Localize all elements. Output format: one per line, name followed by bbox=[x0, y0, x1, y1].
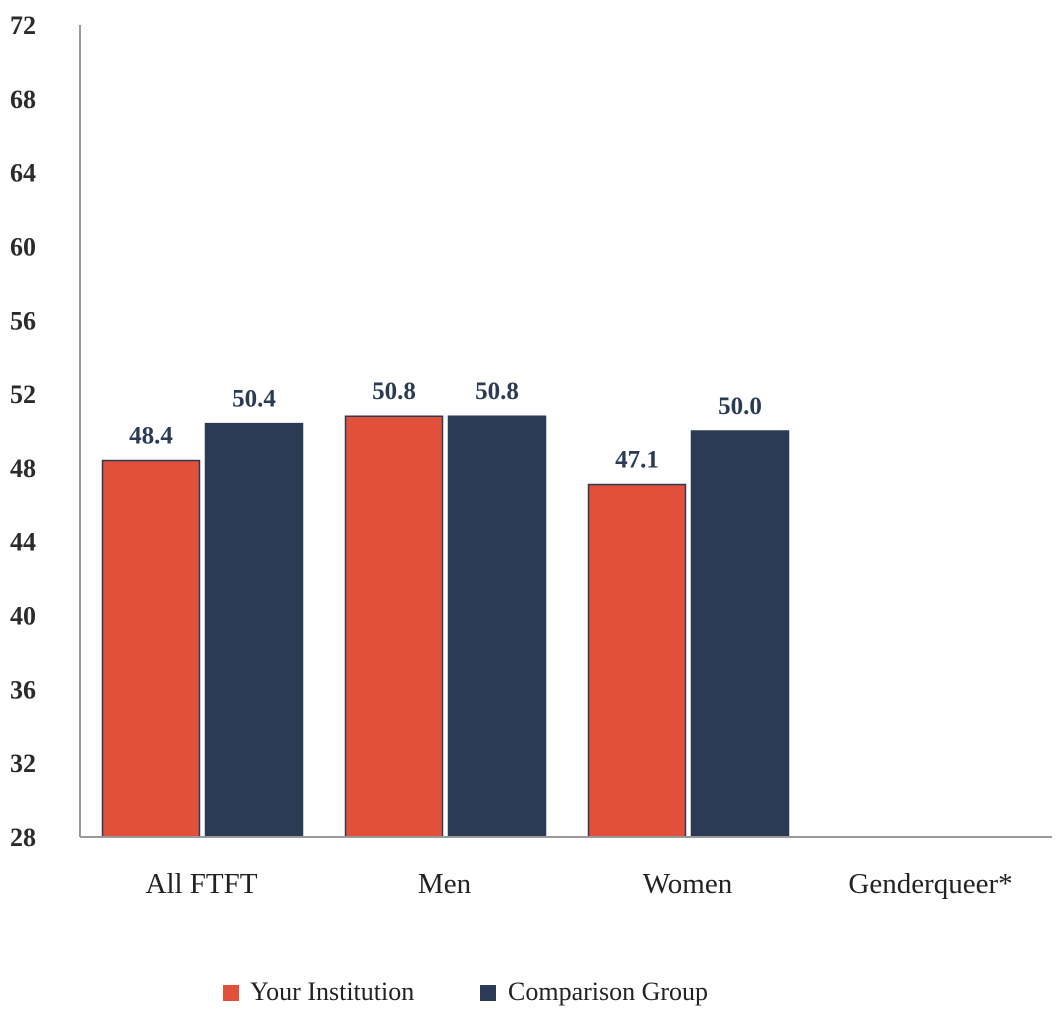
legend-label-your-institution: Your Institution bbox=[250, 977, 414, 1006]
legend-swatch-your-institution bbox=[223, 985, 239, 1001]
bar-comparison-group bbox=[204, 422, 304, 838]
y-tick-label: 28 bbox=[10, 823, 36, 852]
y-tick-label: 52 bbox=[10, 380, 36, 409]
y-tick-label: 48 bbox=[10, 454, 36, 483]
y-tick-label: 64 bbox=[10, 159, 36, 188]
x-category-label: Women bbox=[643, 868, 733, 900]
y-axis: 28 32 36 40 44 48 52 56 60 64 68 72 bbox=[10, 11, 81, 852]
legend-label-comparison-group: Comparison Group bbox=[508, 977, 708, 1006]
bar-comparison-group bbox=[690, 430, 790, 838]
bar-your-institution bbox=[587, 483, 687, 838]
bar-your-institution bbox=[101, 459, 201, 838]
data-label-your-institution: 48.4 bbox=[129, 423, 173, 450]
x-axis: All FTFT Men Women Genderqueer* bbox=[80, 836, 1052, 900]
y-tick-label: 56 bbox=[10, 306, 36, 335]
data-label-comparison-group: 50.4 bbox=[232, 386, 276, 413]
x-category-label: Men bbox=[418, 868, 472, 900]
y-tick-label: 72 bbox=[10, 11, 36, 40]
bar-comparison-group bbox=[447, 415, 547, 838]
bars bbox=[101, 415, 1032, 838]
y-tick-label: 68 bbox=[10, 85, 36, 114]
legend: Your Institution Comparison Group bbox=[223, 977, 708, 1006]
data-labels: 48.4 50.4 50.8 50.8 47.1 50.0 bbox=[129, 378, 762, 473]
x-category-label: All FTFT bbox=[146, 868, 258, 900]
legend-swatch-comparison-group bbox=[480, 985, 496, 1001]
y-tick-label: 60 bbox=[10, 232, 36, 261]
data-label-comparison-group: 50.0 bbox=[718, 393, 762, 420]
y-tick-label: 32 bbox=[10, 749, 36, 778]
x-category-label: Genderqueer* bbox=[848, 868, 1012, 900]
y-tick-label: 40 bbox=[10, 602, 36, 631]
data-label-comparison-group: 50.8 bbox=[475, 378, 519, 405]
y-tick-label: 44 bbox=[10, 528, 36, 557]
data-label-your-institution: 50.8 bbox=[372, 378, 416, 405]
data-label-your-institution: 47.1 bbox=[615, 447, 659, 474]
bar-your-institution bbox=[344, 415, 444, 838]
y-tick-label: 36 bbox=[10, 675, 36, 704]
